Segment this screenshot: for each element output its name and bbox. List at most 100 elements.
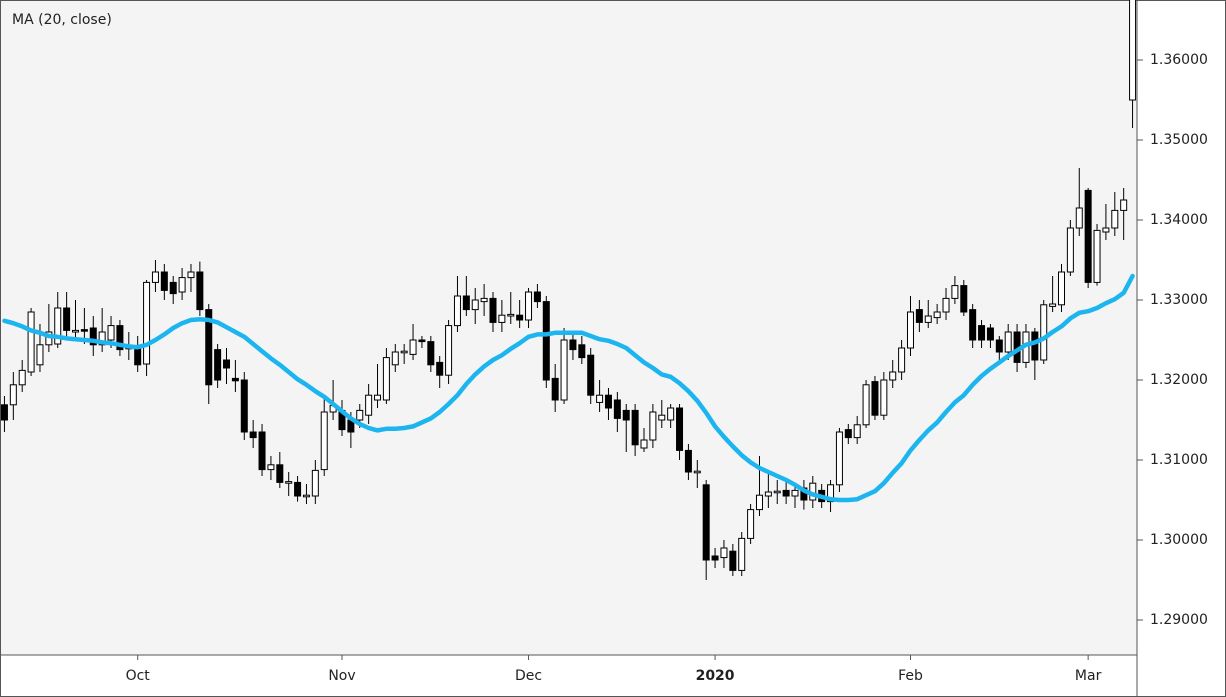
candle-body [516,314,524,321]
candle-body [729,550,737,571]
candle-body [525,291,533,321]
candle-body [1031,331,1039,361]
candle-body [951,285,959,299]
candle-body [80,329,88,332]
candle-body [676,407,684,451]
x-tick-label: 2020 [696,668,735,684]
candle-body [880,379,888,416]
candle-body [835,431,843,486]
candle-body [551,377,559,401]
y-tick-label: 1.36000 [1150,52,1208,68]
candle-body [1084,189,1092,283]
x-tick-label: Mar [1075,668,1102,684]
candle-body [18,369,26,386]
candle-body [720,547,728,559]
candle-body [445,325,453,376]
candle-body [560,339,568,401]
candle-body [72,329,80,333]
candle-body [969,309,977,341]
candle-body [960,285,968,313]
candle-body [791,489,799,497]
candle-body [1102,227,1110,233]
candle-body [622,409,630,421]
candle-body [302,494,310,498]
candle-body [294,481,302,497]
candle-body [533,291,541,303]
candle-body [667,407,675,421]
candle-body [0,404,8,421]
candle-body [36,344,44,366]
candle-body [382,357,390,401]
candle-body [995,339,1003,353]
candle-body [684,449,692,473]
candle-body [98,331,106,346]
candle-body [853,424,861,439]
candle-body [578,344,586,359]
candle-body [658,414,666,421]
x-tick-label: Dec [515,668,542,684]
candle-body [276,464,284,483]
candle-body [764,491,772,497]
y-tick-label: 1.31000 [1150,452,1208,468]
candle-body [1075,207,1083,229]
candle-body [89,327,97,346]
candle-body [596,394,604,403]
candle-body [151,271,159,283]
candle-body [827,484,835,503]
candle-body [480,297,488,303]
candle-body [542,301,550,381]
x-tick-label: Nov [328,668,355,684]
candle-body [436,361,444,376]
candle-body [1049,303,1057,307]
candle-body [711,555,719,561]
x-tick-label: Oct [126,668,151,684]
candle-body [1120,199,1128,211]
candle-body [986,327,994,341]
candle-body [489,297,497,323]
candle-body [311,469,319,497]
candle-body [898,347,906,373]
candle-body [427,341,435,366]
candle-body [320,411,328,471]
candle-body [924,315,932,323]
candle-body [978,325,986,341]
candle-body [63,307,71,331]
candle-body [365,394,373,416]
candle-body [755,494,763,511]
candle-body [933,311,941,319]
candle-body [54,307,62,345]
candle-body [231,377,239,382]
candle-body [702,484,710,561]
candle-body [1004,331,1012,353]
candle-body [1111,209,1119,229]
y-tick-label: 1.33000 [1150,292,1208,308]
candle-body [453,295,461,327]
candle-body [409,339,417,355]
candle-body [160,271,168,291]
y-tick-label: 1.30000 [1150,532,1208,548]
candle-body [747,509,755,539]
x-tick-label: Feb [898,668,923,684]
candle-body [214,349,222,381]
candle-body [613,399,621,419]
candle-body [782,489,790,497]
candle-body [196,271,204,311]
candle-body [1057,271,1065,306]
candle-body [693,470,701,474]
candle-body [169,281,177,295]
candle-body [240,379,248,433]
candle-body [587,354,595,396]
y-tick-label: 1.34000 [1150,212,1208,228]
candle-body [285,481,293,484]
candle-body [27,311,35,373]
candle-body [915,309,923,323]
candle-body [391,351,399,366]
candle-body [889,371,897,381]
candle-body [844,429,852,439]
candle-body [9,384,17,406]
candle-body [223,359,231,369]
candle-body [356,409,364,421]
candle-body [116,325,124,351]
candle-body [258,431,266,471]
